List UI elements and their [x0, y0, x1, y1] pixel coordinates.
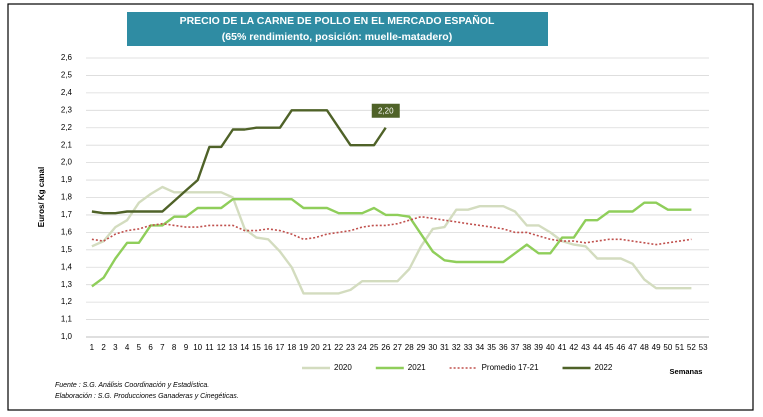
- legend-label: 2021: [408, 363, 426, 372]
- x-tick-label: 35: [487, 343, 496, 352]
- x-tick-label: 37: [511, 343, 520, 352]
- x-tick-label: 3: [113, 343, 118, 352]
- series-line: [91, 198, 692, 288]
- x-tick-label: 27: [393, 343, 402, 352]
- footnote: Elaboración : S.G. Producciones Ganadera…: [55, 393, 239, 400]
- y-tick-label: 1,3: [61, 280, 73, 289]
- y-tick-label: 2,1: [61, 140, 73, 149]
- x-tick-label: 29: [417, 343, 426, 352]
- legend-label: Promedio 17-21: [482, 363, 539, 372]
- x-tick-label: 7: [160, 343, 165, 352]
- x-tick-label: 43: [581, 343, 590, 352]
- y-tick-label: 1,6: [61, 227, 73, 236]
- x-tick-label: 12: [217, 343, 226, 352]
- x-tick-label: 22: [334, 343, 343, 352]
- x-tick-label: 5: [137, 343, 142, 352]
- x-tick-label: 47: [628, 343, 637, 352]
- x-tick-label: 21: [323, 343, 332, 352]
- x-tick-label: 50: [663, 343, 672, 352]
- x-tick-label: 34: [475, 343, 484, 352]
- x-tick-label: 40: [546, 343, 555, 352]
- legend-label: 2020: [334, 363, 352, 372]
- x-tick-label: 20: [311, 343, 320, 352]
- x-tick-label: 42: [569, 343, 578, 352]
- x-tick-label: 23: [346, 343, 355, 352]
- frame: [7, 3, 754, 411]
- x-tick-label: 41: [558, 343, 567, 352]
- chart-title: PRECIO DE LA CARNE DE POLLO EN EL MERCAD…: [180, 14, 495, 27]
- x-tick-label: 48: [640, 343, 649, 352]
- x-tick-label: 17: [275, 343, 284, 352]
- x-tick-label: 30: [428, 343, 437, 352]
- x-tick-label: 6: [148, 343, 153, 352]
- x-tick-label: 8: [172, 343, 177, 352]
- y-tick-label: 2,0: [61, 158, 73, 167]
- x-tick-label: 52: [687, 343, 696, 352]
- y-tick-label: 2,6: [61, 53, 73, 62]
- x-tick-label: 38: [522, 343, 531, 352]
- x-tick-label: 9: [184, 343, 189, 352]
- title-box: [127, 12, 548, 46]
- y-tick-label: 1,2: [61, 297, 73, 306]
- y-tick-label: 1,4: [61, 262, 73, 271]
- x-tick-label: 45: [605, 343, 614, 352]
- x-tick-label: 39: [534, 343, 543, 352]
- x-tick-label: 18: [287, 343, 296, 352]
- x-axis-label: Semanas: [670, 367, 703, 376]
- y-axis-label: Euros/ Kg canal: [37, 167, 46, 227]
- y-tick-label: 1,5: [61, 245, 73, 254]
- x-tick-label: 32: [452, 343, 461, 352]
- x-tick-label: 15: [252, 343, 261, 352]
- x-tick-label: 26: [381, 343, 390, 352]
- y-tick-label: 2,3: [61, 105, 73, 114]
- x-tick-label: 24: [358, 343, 367, 352]
- series-line: [91, 109, 387, 215]
- x-tick-label: 36: [499, 343, 508, 352]
- x-tick-label: 16: [264, 343, 273, 352]
- y-tick-label: 1,7: [61, 210, 73, 219]
- x-tick-label: 11: [205, 343, 214, 352]
- x-tick-label: 46: [616, 343, 625, 352]
- x-tick-label: 49: [652, 343, 661, 352]
- x-tick-label: 10: [193, 343, 202, 352]
- chart-subtitle: (65% rendimiento, posición: muelle-matad…: [222, 31, 452, 43]
- legend-label: 2022: [595, 363, 613, 372]
- x-tick-label: 14: [240, 343, 249, 352]
- x-tick-label: 51: [675, 343, 684, 352]
- y-tick-label: 1,9: [61, 175, 73, 184]
- y-tick-label: 1,1: [61, 315, 73, 324]
- footnote: Fuente : S.G. Análisis Coordinación y Es…: [55, 382, 209, 389]
- y-tick-label: 1,8: [61, 193, 73, 202]
- x-tick-label: 28: [405, 343, 414, 352]
- series-line: [91, 185, 692, 295]
- data-label: 2,20: [378, 106, 394, 115]
- y-tick-label: 2,2: [61, 123, 73, 132]
- y-tick-label: 1,0: [61, 332, 73, 341]
- x-tick-label: 33: [464, 343, 473, 352]
- x-tick-label: 25: [370, 343, 379, 352]
- x-tick-label: 1: [90, 343, 95, 352]
- x-tick-label: 19: [299, 343, 308, 352]
- x-tick-label: 31: [440, 343, 449, 352]
- x-tick-label: 4: [125, 343, 130, 352]
- x-tick-label: 53: [699, 343, 708, 352]
- data-label-box: [371, 103, 400, 118]
- x-tick-label: 13: [228, 343, 237, 352]
- y-tick-label: 2,5: [61, 71, 73, 80]
- x-tick-label: 2: [101, 343, 106, 352]
- y-tick-label: 2,4: [61, 88, 73, 97]
- x-tick-label: 44: [593, 343, 602, 352]
